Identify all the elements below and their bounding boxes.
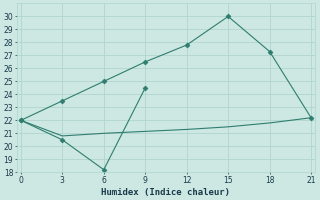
X-axis label: Humidex (Indice chaleur): Humidex (Indice chaleur) — [101, 188, 230, 197]
